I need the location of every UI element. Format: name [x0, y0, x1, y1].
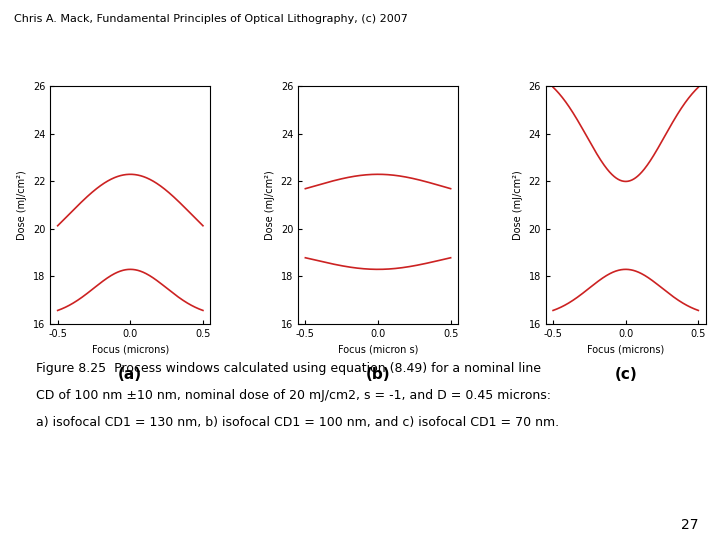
Text: CD of 100 nm ±10 nm, nominal dose of 20 mJ/cm2, s = -1, and D = 0.45 microns:: CD of 100 nm ±10 nm, nominal dose of 20 …	[36, 389, 551, 402]
Text: (c): (c)	[614, 367, 637, 382]
X-axis label: Focus (microns): Focus (microns)	[587, 345, 665, 354]
X-axis label: Focus (micron s): Focus (micron s)	[338, 345, 418, 354]
Text: 27: 27	[681, 518, 698, 532]
Text: a) isofocal CD1 = 130 nm, b) isofocal CD1 = 100 nm, and c) isofocal CD1 = 70 nm.: a) isofocal CD1 = 130 nm, b) isofocal CD…	[36, 416, 559, 429]
Y-axis label: Dose (mJ/cm²): Dose (mJ/cm²)	[265, 170, 275, 240]
X-axis label: Focus (microns): Focus (microns)	[91, 345, 169, 354]
Y-axis label: Dose (mJ/cm²): Dose (mJ/cm²)	[17, 170, 27, 240]
Text: (a): (a)	[118, 367, 143, 382]
Text: Chris A. Mack, Fundamental Principles of Optical Lithography, (c) 2007: Chris A. Mack, Fundamental Principles of…	[14, 14, 408, 24]
Text: (b): (b)	[366, 367, 390, 382]
Text: Figure 8.25  Process windows calculated using equation (8.49) for a nominal line: Figure 8.25 Process windows calculated u…	[36, 362, 541, 375]
Y-axis label: Dose (mJ/cm²): Dose (mJ/cm²)	[513, 170, 523, 240]
